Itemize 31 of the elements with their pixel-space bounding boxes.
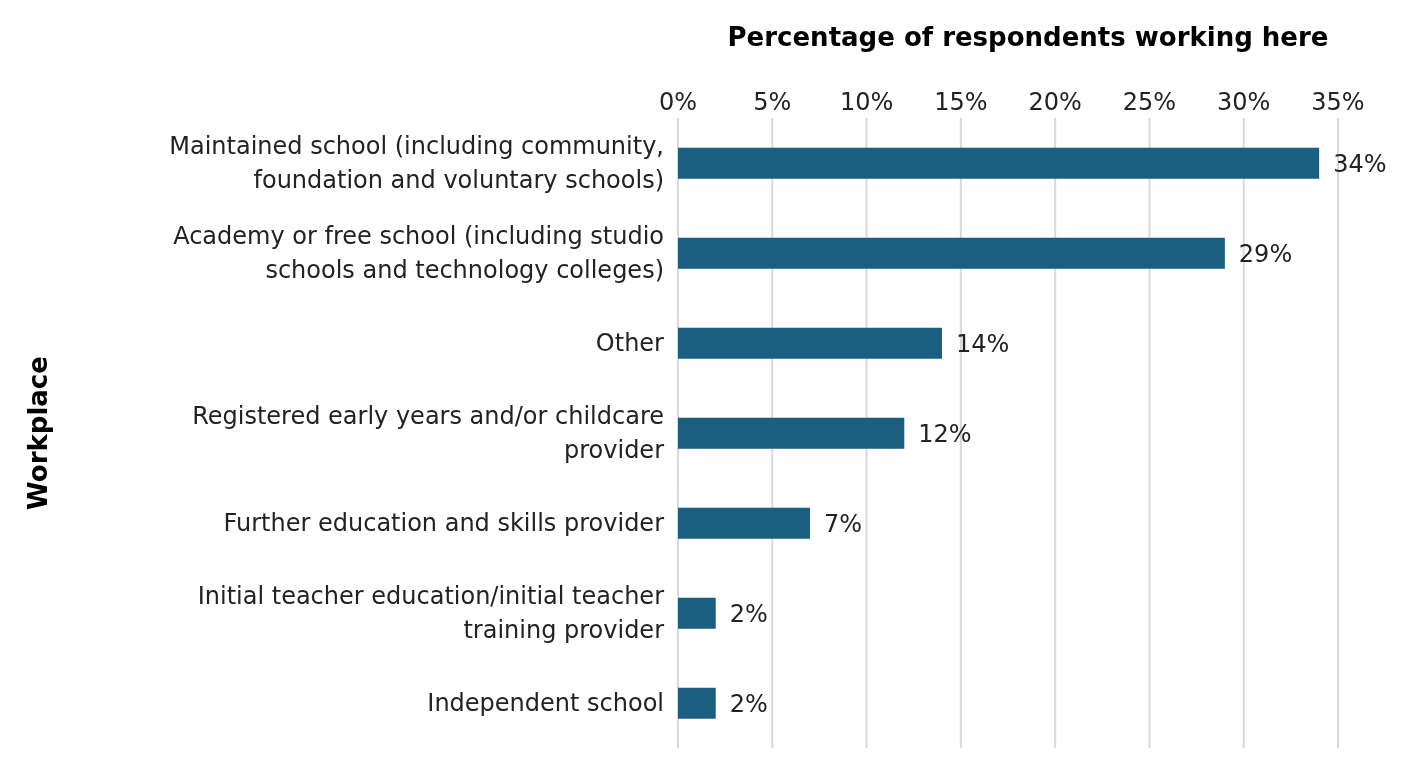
x-tick-label: 15% [934, 88, 988, 116]
y-tick-label: Academy or free school (including studio schools and technology colleges) [173, 222, 664, 284]
x-tick-label: 10% [839, 88, 894, 116]
x-tick-label: 30% [1217, 88, 1271, 116]
y-tick-label: Maintained school (including community, foundation and voluntary schools) [169, 132, 664, 194]
bar [678, 597, 716, 629]
bar [678, 507, 810, 539]
y-tick-label: Further education and skills provider [223, 509, 665, 537]
bar [678, 147, 1320, 179]
y-tick-label: Registered early years and/or childcare provider [192, 402, 665, 464]
bar [678, 687, 716, 719]
data-label: 7% [824, 509, 863, 538]
data-label: 2% [729, 599, 768, 628]
data-label: 14% [956, 329, 1010, 358]
data-label: 29% [1238, 239, 1293, 268]
bar [678, 417, 905, 449]
x-tick-label: 0% [658, 88, 698, 116]
x-tick-label: 35% [1311, 88, 1365, 116]
x-tick-label: 5% [753, 88, 792, 116]
data-label: 12% [918, 419, 972, 448]
bar [678, 237, 1225, 269]
y-axis-title: Workplace [23, 356, 54, 510]
y-tick-label: Initial teacher education/initial teacher training provider [197, 582, 665, 644]
bar [678, 327, 942, 359]
y-tick-label: Independent school [427, 689, 664, 717]
x-tick-label: 25% [1122, 88, 1177, 116]
y-tick-label: Other [595, 329, 665, 357]
data-label: 34% [1333, 149, 1387, 178]
x-tick-label: 20% [1028, 88, 1082, 116]
data-label: 2% [729, 689, 768, 718]
x-axis-title: Percentage of respondents working here [726, 22, 1330, 52]
